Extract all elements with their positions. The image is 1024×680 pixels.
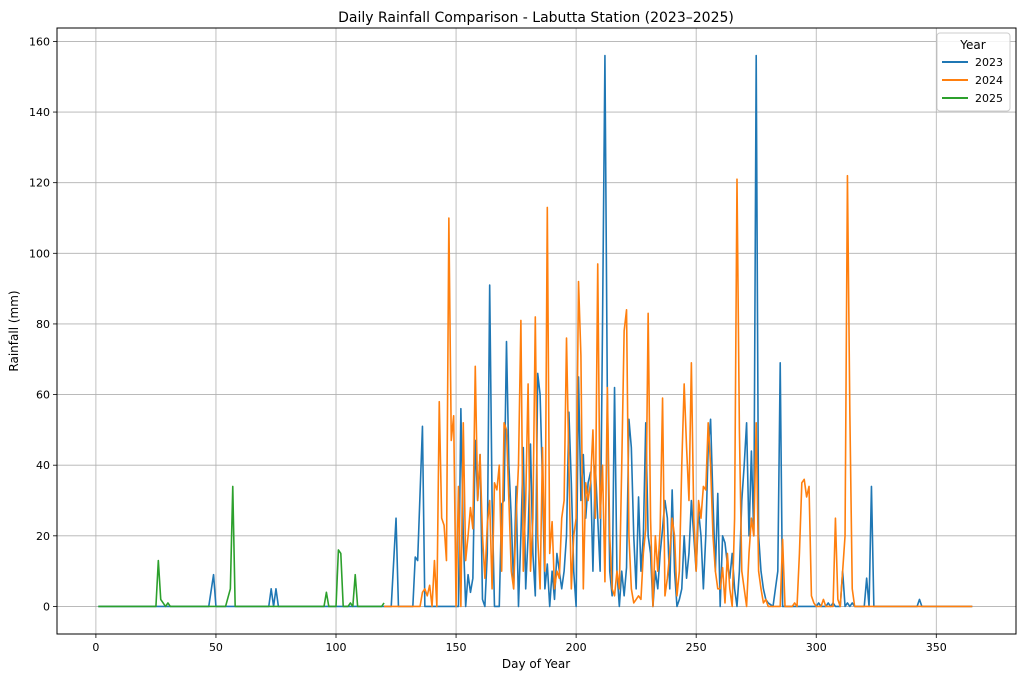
plot-frame	[56, 27, 1017, 635]
x-tick-label: 50	[209, 641, 223, 654]
x-axis-label: Day of Year	[502, 657, 570, 671]
y-axis-ticks: 0 20 40 60 80 100 120 140 160	[29, 35, 57, 613]
y-tick-label: 140	[29, 106, 50, 119]
y-tick-label: 20	[36, 530, 50, 543]
x-tick-label: 300	[806, 641, 827, 654]
y-tick-label: 80	[36, 318, 50, 331]
legend-title: Year	[959, 38, 985, 52]
legend-label-2023: 2023	[975, 56, 1003, 69]
x-tick-label: 150	[446, 641, 467, 654]
legend: Year 2023 2024 2025	[936, 32, 1011, 112]
y-axis-label: Rainfall (mm)	[7, 290, 21, 371]
x-tick-label: 100	[326, 641, 347, 654]
x-tick-label: 350	[926, 641, 947, 654]
y-tick-label: 120	[29, 177, 50, 190]
y-tick-label: 160	[29, 35, 50, 48]
y-tick-label: 40	[36, 459, 50, 472]
legend-label-2024: 2024	[975, 74, 1003, 87]
series-lines	[98, 54, 973, 608]
x-tick-label: 250	[686, 641, 707, 654]
x-tick-label: 200	[566, 641, 587, 654]
chart-title: Daily Rainfall Comparison - Labutta Stat…	[338, 10, 734, 26]
x-axis-ticks: 0 50 100 150 200 250 300 350	[92, 634, 947, 654]
legend-box	[936, 32, 1011, 112]
x-tick-label: 0	[92, 641, 99, 654]
series-line-2025	[98, 485, 385, 608]
y-tick-label: 60	[36, 389, 50, 402]
legend-items: 2023 2024 2025	[942, 56, 1003, 105]
y-tick-label: 0	[43, 600, 50, 613]
series-line-2024	[384, 174, 973, 608]
legend-label-2025: 2025	[975, 92, 1003, 105]
y-tick-label: 100	[29, 247, 50, 260]
